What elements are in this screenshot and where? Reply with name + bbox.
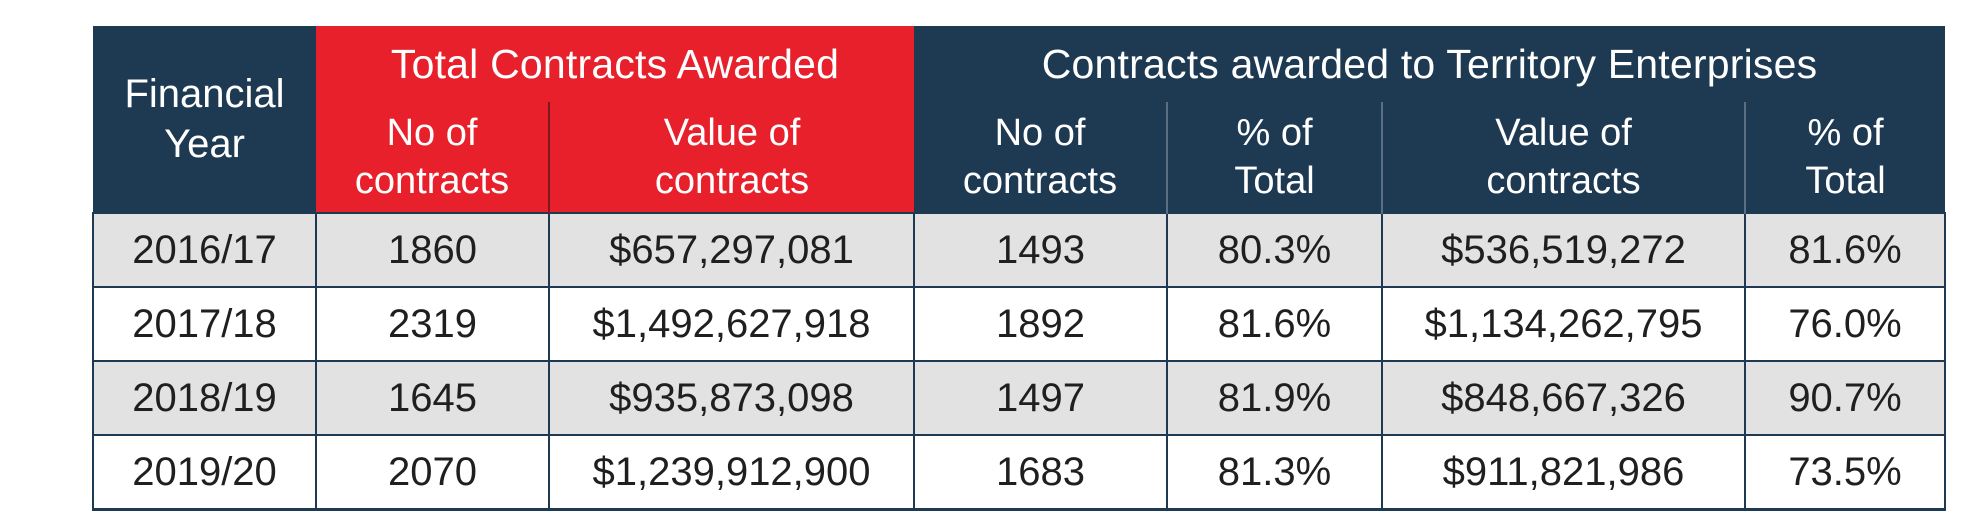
cell-total-no-of-contracts: 2070: [315, 434, 550, 511]
table-body: 2016/17 1860 $657,297,081 1493 80.3% $53…: [92, 212, 1947, 511]
table-header: Financial Year Total Contracts Awarded C…: [93, 26, 1946, 213]
cell-te-percent-of-total-no: 80.3%: [1166, 212, 1384, 288]
header-sub-row: No of contracts Value of contracts No of…: [93, 102, 1946, 213]
cell-te-percent-of-total-value: 90.7%: [1744, 360, 1947, 436]
contracts-table: Financial Year Total Contracts Awarded C…: [92, 26, 1947, 511]
cell-te-percent-of-total-no: 81.9%: [1166, 360, 1384, 436]
financial-year-header-line2: Year: [164, 122, 245, 166]
cell-financial-year: 2016/17: [92, 212, 317, 288]
cell-total-value-of-contracts: $657,297,081: [547, 212, 916, 288]
te-pct-no-header-line1: % of: [1236, 112, 1313, 154]
cell-te-value-of-contracts: $536,519,272: [1381, 212, 1747, 288]
cell-total-value-of-contracts: $935,873,098: [547, 360, 916, 436]
cell-te-no-of-contracts: 1892: [913, 286, 1169, 362]
cell-te-percent-of-total-no: 81.3%: [1166, 434, 1384, 511]
te-value-header-line1: Value of: [1495, 112, 1632, 154]
te-value-of-contracts-header: Value of contracts: [1381, 102, 1746, 213]
cell-te-percent-of-total-no: 81.6%: [1166, 286, 1384, 362]
te-pct-no-header-line2: Total: [1234, 160, 1315, 202]
cell-total-no-of-contracts: 1860: [315, 212, 550, 288]
cell-te-value-of-contracts: $848,667,326: [1381, 360, 1747, 436]
cell-total-value-of-contracts: $1,492,627,918: [547, 286, 916, 362]
total-no-header-line1: No of: [386, 112, 478, 154]
table-row: 2019/20 2070 $1,239,912,900 1683 81.3% $…: [92, 434, 1947, 511]
cell-total-no-of-contracts: 1645: [315, 360, 550, 436]
cell-te-value-of-contracts: $911,821,986: [1381, 434, 1747, 511]
cell-te-no-of-contracts: 1493: [913, 212, 1169, 288]
total-value-header-line1: Value of: [663, 112, 801, 154]
cell-te-percent-of-total-value: 73.5%: [1744, 434, 1947, 511]
header-group-row: Financial Year Total Contracts Awarded C…: [93, 26, 1946, 213]
total-value-header-line2: contracts: [654, 160, 810, 202]
cell-te-percent-of-total-value: 76.0%: [1744, 286, 1947, 362]
table-row: 2018/19 1645 $935,873,098 1497 81.9% $84…: [92, 360, 1947, 436]
te-value-header-line2: contracts: [1486, 160, 1641, 202]
te-no-of-contracts-header: No of contracts: [914, 102, 1168, 213]
table-row: 2016/17 1860 $657,297,081 1493 80.3% $53…: [92, 212, 1947, 288]
cell-te-percent-of-total-value: 81.6%: [1744, 212, 1947, 288]
te-pct-value-header-line1: % of: [1807, 112, 1884, 154]
cell-total-value-of-contracts: $1,239,912,900: [547, 434, 916, 511]
cell-te-no-of-contracts: 1497: [913, 360, 1169, 436]
te-no-header-line1: No of: [994, 112, 1086, 154]
cell-financial-year: 2019/20: [92, 434, 317, 511]
cell-financial-year: 2017/18: [92, 286, 317, 362]
financial-year-header-line1: Financial: [124, 72, 285, 116]
total-no-header-line2: contracts: [354, 160, 510, 202]
te-no-header-line2: contracts: [962, 160, 1118, 202]
cell-total-no-of-contracts: 2319: [315, 286, 550, 362]
cell-te-no-of-contracts: 1683: [913, 434, 1169, 511]
te-pct-value-header-line2: Total: [1805, 160, 1886, 202]
total-value-of-contracts-header: Value of contracts: [547, 102, 915, 213]
total-contracts-group-header: Total Contracts Awarded: [316, 26, 915, 102]
cell-financial-year: 2018/19: [92, 360, 317, 436]
te-percent-of-total-value-header: % of Total: [1744, 102, 1946, 213]
te-percent-of-total-no-header: % of Total: [1166, 102, 1383, 213]
table-row: 2017/18 2319 $1,492,627,918 1892 81.6% $…: [92, 286, 1947, 362]
cell-te-value-of-contracts: $1,134,262,795: [1381, 286, 1747, 362]
financial-year-header: Financial Year: [93, 26, 316, 213]
territory-contracts-group-header: Contracts awarded to Territory Enterpris…: [914, 26, 1946, 102]
total-no-of-contracts-header: No of contracts: [316, 102, 549, 213]
